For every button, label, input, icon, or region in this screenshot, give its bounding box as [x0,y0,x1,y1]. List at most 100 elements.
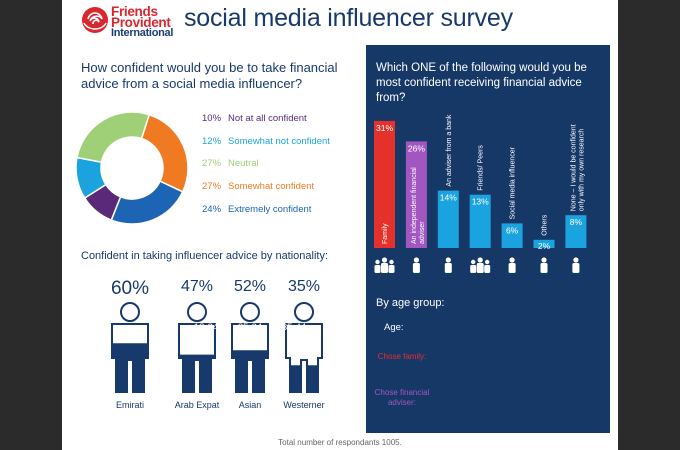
source-category-label: None – I would be confidentonly with my … [570,124,585,211]
page-title: social media influencer survey [184,4,513,32]
rose-logo-icon [82,7,108,33]
source-value-label: 31% [376,123,393,133]
source-bar [565,215,587,248]
age-group-label: 25-34 [237,322,263,333]
age-group-label: 35-44 [281,322,307,333]
source-category-line: Family [382,223,389,244]
family-icon-head [381,257,388,263]
nationality-figure: 52% Asian [220,278,280,410]
person-icon [285,302,323,393]
person-body [289,365,319,393]
nationality-label: Arab Expat [174,400,220,410]
legend-label: Somewhat confident [228,181,315,192]
person-head [120,302,140,322]
source-value-label: 13% [472,197,489,207]
source-category-line: Others [542,214,549,236]
age-label: Age: [384,322,404,333]
footer-note: Total number of respondants 1005. [278,438,402,447]
donut-slice [110,180,184,225]
source-category-label: Family [382,223,389,244]
legend-label: Extremely confident [228,204,312,215]
nationality-pct: 52% [233,278,267,295]
row-label-family: Chose family: [377,352,427,361]
family-icon-body-2 [374,265,381,273]
bank-adviser-icon-head [445,257,451,263]
logo-line-2: Provident [111,15,171,30]
source-category-line: only with my own research [578,129,585,212]
legend-label: Somewhat not confident [228,136,330,147]
family-icon-body [381,263,388,273]
friends-icon-body-2 [470,265,477,273]
research-icon [572,257,580,273]
adviser-icon-head [413,257,419,263]
person-icon [178,302,216,393]
right-border [618,0,680,450]
source-category-line: Friends/ Peers [478,145,485,191]
influencer-icon [508,257,516,273]
nationality-figure: 60% Emirati [100,278,160,410]
source-bar [469,194,491,248]
chat-icon-head [541,257,547,263]
source-value-label: 6% [506,225,519,235]
nationality-figure: 47% Arab Expat [167,278,227,410]
friends-icon-head [477,257,483,263]
person-body [231,350,269,393]
legend-pct: 24% [202,204,222,215]
adviser-icon-body [412,263,420,273]
legend-item: 27% Somewhat confident [202,181,314,192]
logo-line-3: International [111,27,174,39]
person-icon [231,302,269,393]
person-head [294,302,314,322]
row-label-adviser: Chose financial adviser: [374,388,430,407]
left-border [0,0,62,450]
family-icon-head-3 [389,259,394,265]
nationality-pct: 60% [110,278,150,299]
nationality-pct: 35% [287,278,321,295]
legend-pct: 27% [202,158,222,169]
friends-icon [470,257,491,273]
source-value-label: 26% [408,143,425,153]
age-group-chart: 36%32%31%26%19%26%25%29% [366,45,610,433]
research-icon-body [572,263,580,273]
source-category-line: None – I would be confident [570,124,577,211]
nationality-pct: 47% [180,278,214,295]
person-icon [111,302,149,393]
nationality-label: Westerner [283,400,325,410]
family-icon-body-3 [388,265,395,273]
source-category-label: Social media influencer [510,146,517,219]
friends-icon-head-2 [471,259,476,265]
research-icon-head [573,257,579,263]
source-category-line: An independent financial [411,167,418,244]
family-icon [374,257,395,273]
infographic-page: Friends Provident International social m… [62,0,618,450]
logo-wordmark: Friends Provident International [111,4,174,39]
person-head [240,302,260,322]
source-category-line: adviser [419,221,426,244]
influencer-icon-head [509,257,515,263]
nationality-title: Confident in taking influencer advice by… [81,250,329,262]
source-value-label: 8% [570,217,583,227]
age-group-label: 45+ [328,322,346,333]
source-bar [405,141,427,248]
legend-pct: 10% [202,113,222,124]
source-bar [437,190,459,248]
source-category-label: Others [542,214,549,236]
source-category-label: An adviser from a bank [446,114,453,186]
confidence-question: How confident would you be to take finan… [81,60,338,91]
legend-label: Not at all confident [228,113,307,124]
donut-slice [76,111,151,164]
legend-item: 12% Somewhat not confident [202,136,330,147]
sources-question: Which ONE of the following would you be … [376,62,587,104]
donut-slice [140,113,189,193]
chat-icon [540,257,548,273]
person-body [178,354,216,393]
friends-icon-body [476,263,484,273]
source-bar [501,223,523,248]
bank-adviser-icon-body [444,263,452,273]
chat-icon-body [540,263,548,273]
source-category-line: Social media influencer [510,146,517,219]
legend-label: Neutral [228,158,259,169]
source-bar [374,120,395,248]
nationality-label: Emirati [115,400,144,410]
logo-line-1: Friends [111,4,158,19]
